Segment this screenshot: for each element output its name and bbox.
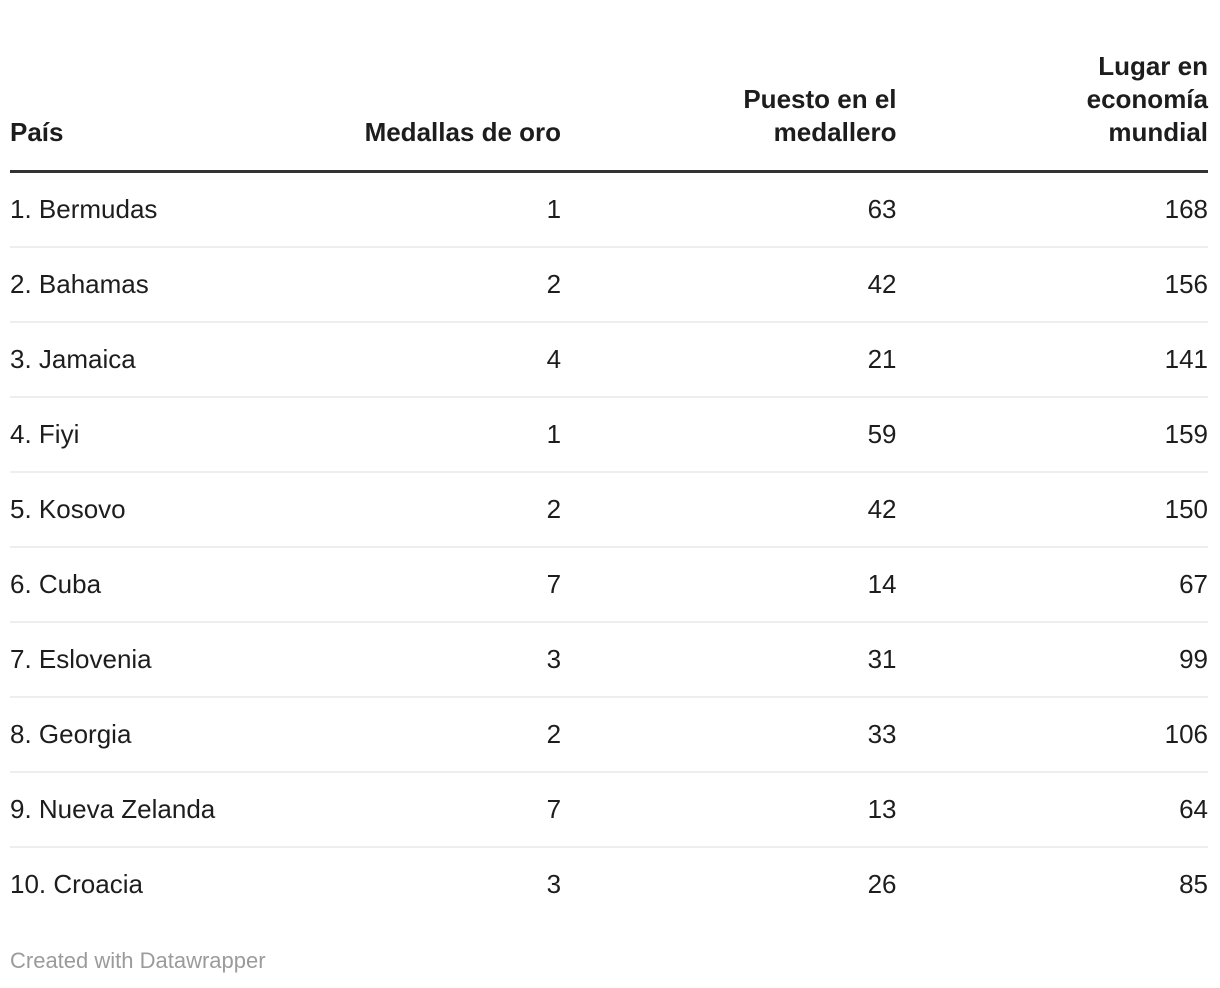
cell-medallas: 3 bbox=[546, 644, 562, 674]
cell-medallas: 2 bbox=[546, 494, 562, 524]
cell-pais: 8. Georgia bbox=[10, 719, 132, 749]
cell-lugar: 85 bbox=[1179, 869, 1208, 899]
cell-puesto: 26 bbox=[867, 869, 897, 899]
cell-lugar: 150 bbox=[1164, 494, 1208, 524]
table-header: País Medallas de oro Puesto en el medall… bbox=[10, 50, 1208, 172]
cell-pais: 3. Jamaica bbox=[10, 344, 136, 374]
table-body: 1. Bermudas 1 63 168 2. Bahamas 2 42 156… bbox=[10, 172, 1208, 922]
cell-puesto: 59 bbox=[867, 419, 897, 449]
cell-lugar: 106 bbox=[1164, 719, 1208, 749]
table-row-nueva-zelanda: 9. Nueva Zelanda 7 13 64 bbox=[10, 772, 1208, 847]
datawrapper-attribution: Created with Datawrapper bbox=[10, 948, 266, 973]
table-row-georgia: 8. Georgia 2 33 106 bbox=[10, 697, 1208, 772]
table-row-cuba: 6. Cuba 7 14 67 bbox=[10, 547, 1208, 622]
table-row-bahamas: 2. Bahamas 2 42 156 bbox=[10, 247, 1208, 322]
medals-vs-economy-table: País Medallas de oro Puesto en el medall… bbox=[10, 50, 1208, 921]
column-header-puesto-label: Puesto en el medallero bbox=[743, 84, 897, 147]
cell-pais: 4. Fiyi bbox=[10, 419, 80, 449]
cell-pais: 7. Eslovenia bbox=[10, 644, 152, 674]
cell-medallas: 7 bbox=[546, 794, 562, 824]
column-header-pais-label: País bbox=[10, 117, 64, 147]
cell-puesto: 42 bbox=[867, 269, 897, 299]
cell-medallas: 1 bbox=[546, 194, 562, 224]
cell-lugar: 156 bbox=[1164, 269, 1208, 299]
header-row: País Medallas de oro Puesto en el medall… bbox=[10, 50, 1208, 172]
cell-puesto: 63 bbox=[867, 194, 897, 224]
cell-medallas: 1 bbox=[546, 419, 562, 449]
column-header-lugar-label: Lugar en economía mundial bbox=[1086, 51, 1208, 147]
table-row-eslovenia: 7. Eslovenia 3 31 99 bbox=[10, 622, 1208, 697]
column-header-lugar-economia: Lugar en economía mundial bbox=[897, 50, 1208, 172]
cell-medallas: 4 bbox=[546, 344, 562, 374]
cell-puesto: 14 bbox=[867, 569, 897, 599]
cell-puesto: 21 bbox=[867, 344, 897, 374]
cell-puesto: 31 bbox=[867, 644, 897, 674]
cell-medallas: 2 bbox=[546, 269, 562, 299]
table-row-fiyi: 4. Fiyi 1 59 159 bbox=[10, 397, 1208, 472]
cell-lugar: 168 bbox=[1164, 194, 1208, 224]
cell-pais: 2. Bahamas bbox=[10, 269, 149, 299]
table-row-croacia: 10. Croacia 3 26 85 bbox=[10, 847, 1208, 921]
cell-lugar: 159 bbox=[1164, 419, 1208, 449]
column-header-pais: País bbox=[10, 50, 351, 172]
table-row-jamaica: 3. Jamaica 4 21 141 bbox=[10, 322, 1208, 397]
cell-lugar: 99 bbox=[1179, 644, 1208, 674]
cell-medallas: 3 bbox=[546, 869, 562, 899]
cell-pais: 1. Bermudas bbox=[10, 194, 158, 224]
cell-puesto: 42 bbox=[867, 494, 897, 524]
cell-lugar: 141 bbox=[1164, 344, 1208, 374]
column-header-medallas-label: Medallas de oro bbox=[364, 117, 562, 147]
cell-puesto: 13 bbox=[867, 794, 897, 824]
cell-medallas: 2 bbox=[546, 719, 562, 749]
column-header-puesto-medallero: Puesto en el medallero bbox=[561, 50, 896, 172]
cell-medallas: 7 bbox=[546, 569, 562, 599]
table-row-bermudas: 1. Bermudas 1 63 168 bbox=[10, 172, 1208, 247]
table-row-kosovo: 5. Kosovo 2 42 150 bbox=[10, 472, 1208, 547]
cell-pais: 10. Croacia bbox=[10, 869, 143, 899]
column-header-medallas-de-oro: Medallas de oro bbox=[351, 50, 562, 172]
cell-pais: 5. Kosovo bbox=[10, 494, 126, 524]
cell-pais: 6. Cuba bbox=[10, 569, 102, 599]
cell-puesto: 33 bbox=[867, 719, 897, 749]
cell-lugar: 64 bbox=[1179, 794, 1208, 824]
cell-pais: 9. Nueva Zelanda bbox=[10, 794, 216, 824]
cell-lugar: 67 bbox=[1179, 569, 1208, 599]
